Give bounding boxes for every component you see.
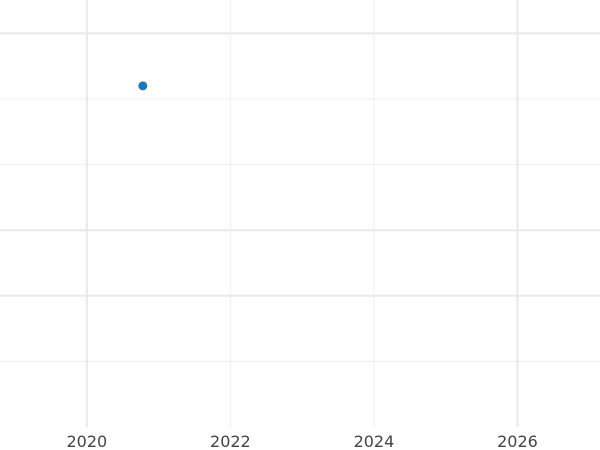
x-tick-label: 2026 xyxy=(497,432,538,450)
x-tick-label: 2022 xyxy=(210,432,251,450)
data-point[interactable] xyxy=(138,81,148,91)
x-tick-label: 2024 xyxy=(354,432,395,450)
grid xyxy=(0,0,600,427)
x-tick-label: 2020 xyxy=(66,432,107,450)
x-axis-ticks: 2020 2022 2024 2026 xyxy=(66,432,537,450)
data-points xyxy=(138,81,148,91)
